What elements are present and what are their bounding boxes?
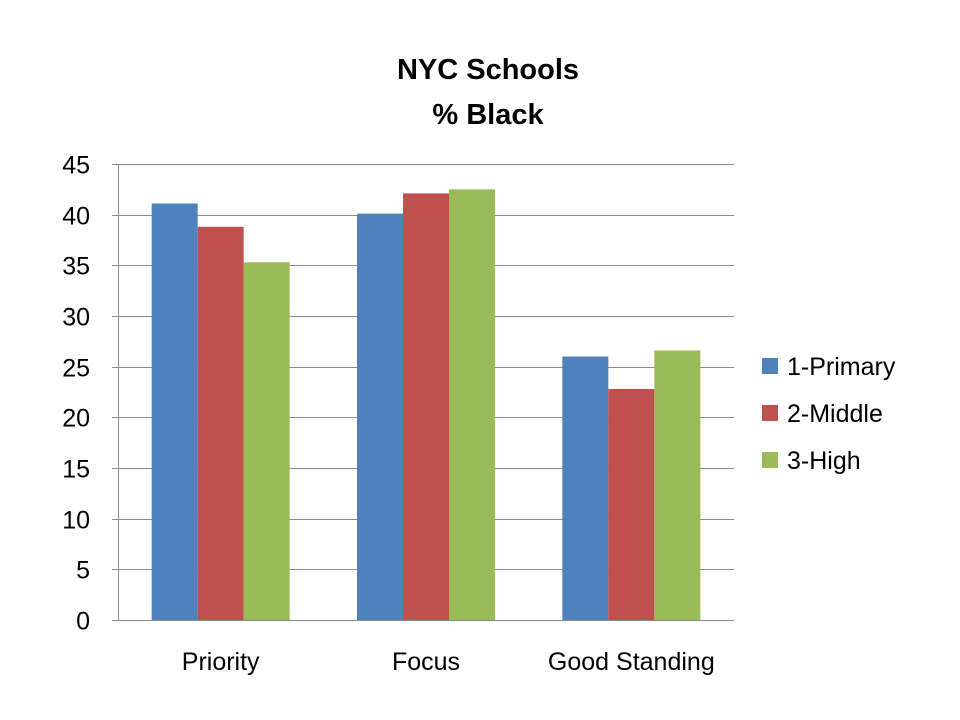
x-category-label-3: Good Standing <box>548 648 715 676</box>
bar-3-2 <box>608 388 655 620</box>
x-category-label-2: Focus <box>392 648 460 676</box>
y-tick-label-40: 40 <box>62 203 90 231</box>
bar-3-3 <box>654 350 701 620</box>
y-tick-label-45: 45 <box>62 152 90 180</box>
y-tick-label-30: 30 <box>62 304 90 332</box>
chart-title-line-1: NYC Schools <box>397 54 579 86</box>
chart-title-line-2: % Black <box>432 99 544 131</box>
bar-3-1 <box>562 356 609 620</box>
y-axis-tick-labels: 0 5 10 15 20 25 30 35 40 45 <box>62 152 90 636</box>
legend: 1-Primary 2-Middle 3-High <box>762 353 896 475</box>
legend-swatch-3 <box>762 452 778 468</box>
bar-1-3 <box>243 262 290 620</box>
x-axis-category-labels: Priority Focus Good Standing <box>182 648 715 676</box>
bar-2-2 <box>403 193 449 621</box>
legend-label-2: 2-Middle <box>787 400 883 428</box>
y-tick-label-35: 35 <box>62 253 90 281</box>
y-tick-label-25: 25 <box>62 355 90 383</box>
legend-swatch-2 <box>762 405 778 421</box>
bar-2-1 <box>357 213 403 621</box>
y-tick-label-10: 10 <box>62 507 90 535</box>
y-tick-label-0: 0 <box>76 608 90 636</box>
legend-label-1: 1-Primary <box>787 353 896 381</box>
legend-swatch-1 <box>762 358 778 374</box>
y-tick-label-15: 15 <box>62 456 90 484</box>
x-category-label-1: Priority <box>182 648 260 676</box>
bar-1-1 <box>151 203 198 620</box>
y-tick-label-20: 20 <box>62 405 90 433</box>
y-tick-label-5: 5 <box>76 557 90 585</box>
bar-2-3 <box>449 189 495 621</box>
bars <box>151 189 701 621</box>
legend-label-3: 3-High <box>787 447 861 475</box>
bar-1-2 <box>197 226 244 620</box>
chart-title: NYC Schools % Black <box>397 54 579 131</box>
